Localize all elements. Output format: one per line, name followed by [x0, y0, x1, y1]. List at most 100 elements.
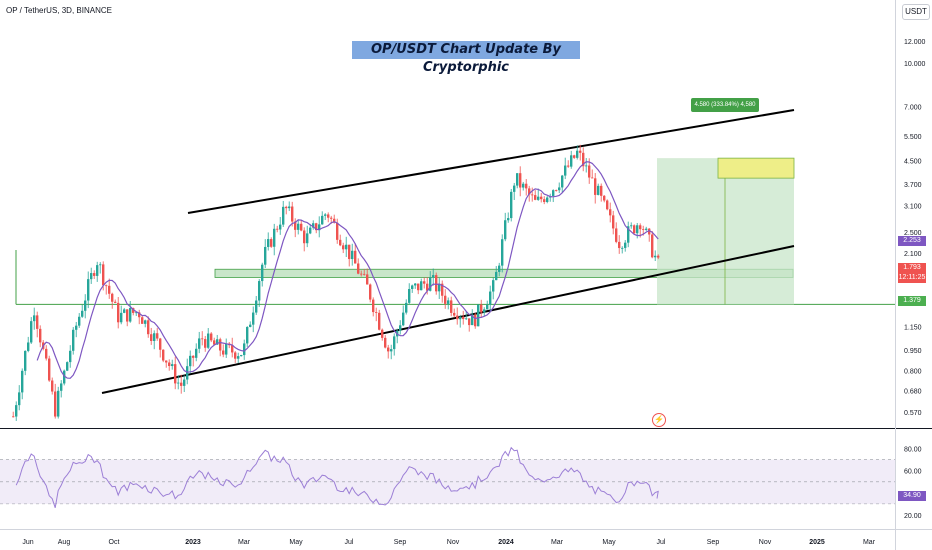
candle-body [12, 416, 15, 418]
candle-body [486, 304, 489, 310]
candle-body [510, 191, 513, 219]
candle-body [162, 349, 165, 361]
candle-body [297, 223, 300, 230]
candle-body [594, 178, 597, 195]
candle-body [318, 224, 321, 231]
candle-body [312, 223, 315, 228]
time-tick-label: Mar [551, 539, 564, 546]
candle-body [300, 223, 303, 231]
candle-body [108, 285, 111, 294]
candle-body [618, 241, 621, 249]
price-tick-label: 4.500 [904, 158, 922, 165]
candle-body [126, 309, 129, 322]
candle-body [387, 347, 390, 352]
candle-body [438, 283, 441, 292]
candle-body [528, 188, 531, 195]
candle-body [474, 314, 477, 327]
channel-lower-line [101, 245, 795, 394]
candle-body [354, 250, 357, 264]
countdown-timer: 12:11:25 [898, 274, 926, 281]
time-tick-label: Jul [345, 539, 354, 546]
candle-body [531, 194, 534, 196]
candle-body [429, 277, 432, 291]
candle-body [585, 165, 588, 167]
time-tick-label: Sep [707, 539, 720, 546]
candle-body [234, 352, 237, 359]
candle-body [222, 350, 225, 355]
candle-body [645, 228, 648, 230]
currency-button[interactable]: USDT [902, 4, 930, 20]
candle-body [24, 350, 27, 371]
candle-body [237, 356, 240, 359]
candle-body [231, 345, 234, 353]
candle-body [495, 271, 498, 281]
time-tick-label: Mar [238, 539, 251, 546]
candle-body [555, 190, 558, 191]
candle-body [639, 225, 642, 230]
candle-body [612, 215, 615, 229]
candle-body [426, 283, 429, 291]
candle-body [588, 165, 591, 178]
candle-body [15, 405, 18, 417]
candle-body [153, 333, 156, 341]
candle-body [399, 325, 402, 331]
candle-body [477, 304, 480, 327]
candle-body [522, 183, 525, 188]
candle-body [525, 183, 528, 189]
candle-body [636, 225, 639, 234]
candle-body [648, 228, 651, 235]
candle-body [276, 228, 279, 230]
candle-body [363, 273, 366, 275]
candle-body [432, 275, 435, 278]
candle-body [174, 364, 177, 384]
time-tick-label: 2024 [498, 539, 514, 546]
rsi-tick-label: 60.00 [904, 469, 922, 476]
candle-body [603, 195, 606, 201]
candle-body [72, 329, 75, 351]
candle-body [36, 315, 39, 329]
candle-body [252, 312, 255, 325]
time-tick-label: 2025 [809, 539, 825, 546]
candle-body [183, 379, 186, 386]
candle-body [372, 299, 375, 313]
candle-body [558, 187, 561, 191]
candle-body [177, 382, 180, 384]
candle-body [99, 264, 102, 266]
candle-body [450, 300, 453, 313]
candle-body [651, 234, 654, 258]
candle-body [306, 233, 309, 244]
candle-body [381, 329, 384, 338]
candle-body [270, 239, 273, 247]
price-tick-label: 0.950 [904, 348, 922, 355]
candle-body [402, 312, 405, 326]
candle-body [465, 318, 468, 320]
candle-body [102, 264, 105, 286]
candle-body [633, 225, 636, 234]
candle-body [642, 229, 645, 230]
candle-body [240, 355, 243, 357]
candle-body [21, 370, 24, 393]
tradingview-logo-icon: ⚡ [652, 413, 666, 427]
price-tick-label: 0.800 [904, 369, 922, 376]
candle-body [225, 343, 228, 355]
candle-body [333, 218, 336, 223]
candle-body [165, 360, 168, 363]
last-price-value: 1.793 [903, 264, 921, 271]
candle-body [207, 333, 210, 348]
candle-body [315, 223, 318, 231]
price-tick-label: 1.150 [904, 325, 922, 332]
candle-body [390, 349, 393, 352]
candle-body [627, 226, 630, 243]
rsi-tick-label: 20.00 [904, 513, 922, 520]
candle-body [561, 175, 564, 188]
candle-body [444, 295, 447, 304]
candle-body [504, 220, 507, 240]
candle-body [69, 350, 72, 363]
candle-body [309, 227, 312, 234]
time-tick-label: Mar [863, 539, 876, 546]
candle-body [414, 283, 417, 286]
candle-body [456, 315, 459, 320]
candle-body [462, 316, 465, 320]
